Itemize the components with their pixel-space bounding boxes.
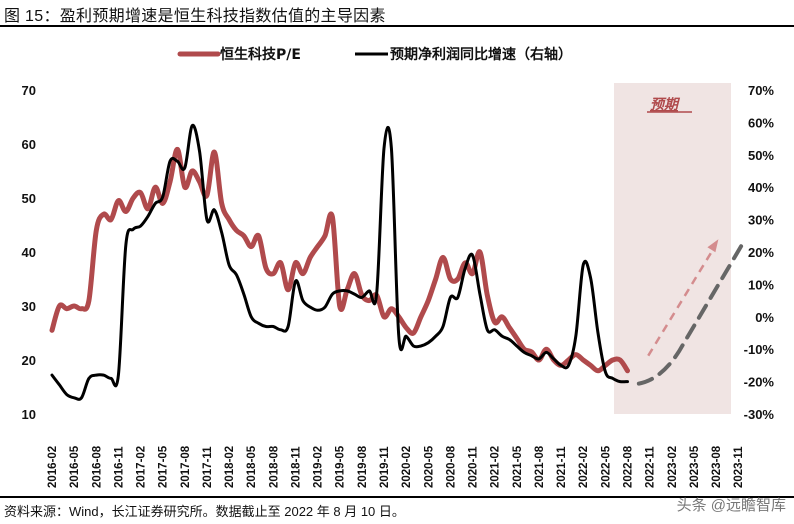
right-y-tick: 10%: [748, 277, 774, 292]
x-tick: 2019-11: [379, 446, 391, 488]
x-tick: 2016-11: [113, 446, 125, 488]
x-tick: 2016-02: [47, 446, 59, 488]
left-y-tick: 30: [22, 299, 36, 314]
right-y-tick: 30%: [748, 213, 774, 228]
left-y-tick: 70: [22, 83, 36, 98]
figure-title: 图 15：盈利预期增速是恒生科技指数估值的主导因素: [4, 8, 386, 25]
x-tick: 2022-11: [645, 446, 657, 488]
right-y-axis: 70% 60% 50% 40% 30% 20% 10% 0% -10% -20% -30%: [744, 83, 775, 422]
chart: 预期 70 60 50 40 30 20 10 70% 60% 50% 40% 30% 20% 10% 0…: [22, 46, 775, 488]
right-y-tick: -30%: [744, 407, 775, 422]
right-y-tick: 40%: [748, 180, 774, 195]
x-tick: 2022-02: [578, 446, 590, 488]
x-tick: 2023-05: [689, 445, 701, 488]
title-rule: [0, 25, 794, 27]
forecast-label: 预期: [650, 97, 681, 113]
legend: 恒生科技P/E 预期净利润同比增速（右轴）: [177, 46, 572, 63]
footer-rule: [0, 496, 794, 498]
x-tick: 2019-08: [357, 445, 369, 488]
x-tick: 2018-08: [268, 445, 280, 488]
left-y-axis: 70 60 50 40 30 20 10: [22, 83, 36, 422]
arrow-head-icon: [707, 239, 719, 253]
legend-label-growth: 预期净利润同比增速（右轴）: [390, 46, 572, 63]
growth-series-line: [50, 123, 629, 401]
left-y-tick: 20: [22, 353, 36, 368]
x-tick: 2020-11: [468, 446, 480, 488]
right-y-tick: -20%: [744, 375, 775, 390]
x-tick: 2016-05: [69, 445, 81, 488]
x-tick: 2021-08: [534, 445, 546, 488]
x-tick: 2018-05: [246, 445, 258, 488]
right-y-tick: 20%: [748, 245, 774, 260]
x-tick: 2022-05: [600, 445, 612, 488]
forecast-growth-dashed-line: [636, 243, 744, 386]
x-tick: 2023-02: [667, 446, 679, 488]
x-tick: 2023-11: [733, 446, 745, 488]
x-tick: 2020-02: [401, 446, 413, 488]
x-tick: 2019-02: [313, 446, 325, 488]
left-y-tick: 40: [22, 245, 36, 260]
x-tick: 2018-02: [224, 446, 236, 488]
x-tick: 2023-08: [711, 445, 723, 488]
x-tick: 2017-05: [158, 445, 170, 488]
x-axis: 2016-02 2016-05 2016-08 2016-11 2017-02 2017-…: [47, 445, 745, 488]
legend-label-pe: 恒生科技P/E: [220, 46, 301, 63]
x-tick: 2021-11: [556, 446, 568, 488]
right-y-tick: 0%: [755, 310, 774, 325]
right-y-tick: 60%: [748, 115, 774, 130]
x-tick: 2021-05: [512, 445, 524, 488]
right-y-tick: 70%: [748, 83, 774, 98]
watermark: 头条 @远瞻智库: [676, 497, 786, 514]
right-y-tick: 50%: [748, 148, 774, 163]
x-tick: 2017-08: [180, 445, 192, 488]
forecast-pe-dashed-arrow: [647, 246, 716, 357]
x-tick: 2020-08: [445, 445, 457, 488]
x-tick: 2018-11: [290, 446, 302, 488]
source-note: 资料来源：Wind，长江证券研究所。数据截止至 2022 年 8 月 10 日。: [4, 504, 405, 519]
left-y-tick: 50: [22, 191, 36, 206]
x-tick: 2022-08: [622, 445, 634, 488]
x-tick: 2017-02: [136, 446, 148, 488]
x-tick: 2016-08: [91, 445, 103, 488]
left-y-tick: 10: [22, 407, 36, 422]
pe-series-line: [49, 146, 630, 374]
x-tick: 2020-05: [423, 445, 435, 488]
right-y-tick: -10%: [744, 342, 775, 357]
left-y-tick: 60: [22, 137, 36, 152]
x-tick: 2017-11: [202, 446, 214, 488]
x-tick: 2021-02: [490, 446, 502, 488]
x-tick: 2019-05: [335, 445, 347, 488]
